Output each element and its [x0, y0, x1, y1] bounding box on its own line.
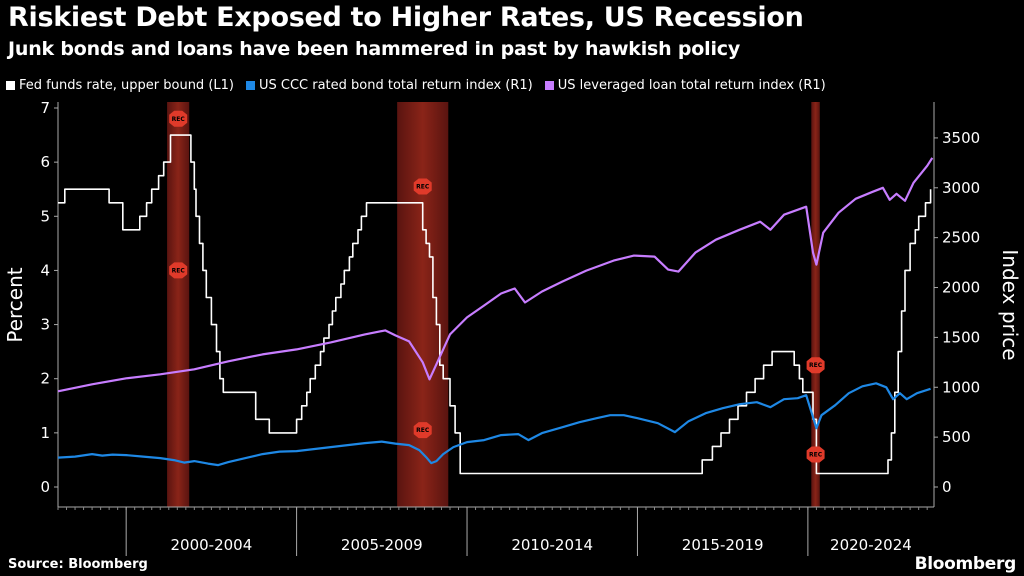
recession-band	[167, 102, 190, 507]
rec-marker-label: REC	[172, 267, 186, 274]
y-tick-label-right: 1500	[942, 328, 980, 346]
y-tick-label-left: 4	[40, 261, 50, 279]
rec-marker-label: REC	[809, 362, 823, 369]
y-axis-title-right: Index price	[998, 249, 1022, 360]
legend-item-fed-funds: Fed funds rate, upper bound (L1)	[6, 78, 234, 93]
rec-marker-shape	[413, 422, 432, 439]
x-category-label: 2015-2019	[682, 536, 764, 554]
rec-marker-shape	[169, 110, 188, 127]
chart-subtitle: Junk bonds and loans have been hammered …	[8, 38, 741, 60]
x-category-label: 2010-2014	[511, 536, 593, 554]
legend: Fed funds rate, upper bound (L1) US CCC …	[6, 78, 826, 93]
brand-logo: Bloomberg	[914, 554, 1017, 574]
y-tick-label-left: 7	[40, 99, 50, 117]
y-tick-label-left: 1	[40, 424, 50, 442]
series-line-0	[58, 134, 932, 475]
rec-marker-label: REC	[809, 452, 823, 459]
legend-item-leveraged-loan: US leveraged loan total return index (R1…	[544, 78, 826, 93]
axes: 0 1 2 3 4 5 6 7 0 500 1000 1500 2000 2500 3000 3500 2000…	[40, 99, 980, 556]
y-tick-label-right: 1000	[942, 378, 980, 396]
y-tick-label-left: 6	[40, 153, 50, 171]
y-tick-label-right: 500	[942, 428, 971, 446]
rec-marker-label: REC	[416, 427, 430, 434]
recession-markers: REC REC REC REC REC REC	[169, 110, 825, 463]
legend-swatch-ccc-bond	[245, 81, 255, 90]
source-note: Source: Bloomberg	[8, 557, 148, 572]
y-tick-label-left: 5	[40, 207, 50, 225]
y-axis-title-left: Percent	[3, 267, 27, 342]
legend-label-ccc-bond: US CCC rated bond total return index (R1…	[258, 78, 533, 93]
rec-marker: REC	[413, 422, 432, 439]
y-tick-label-left: 0	[40, 478, 50, 496]
recession-band	[811, 102, 820, 507]
rec-marker: REC	[806, 357, 825, 374]
y-tick-label-right: 3000	[942, 179, 980, 197]
y-tick-label-left: 2	[40, 370, 50, 388]
y-tick-label-left: 3	[40, 316, 50, 334]
rec-marker-shape	[806, 357, 825, 374]
rec-marker-shape	[169, 262, 188, 279]
chart-frame	[57, 102, 935, 508]
x-category-label: 2005-2009	[341, 536, 423, 554]
rec-marker: REC	[169, 262, 188, 279]
series-line-1	[57, 382, 931, 467]
rec-marker-label: REC	[416, 184, 430, 191]
legend-label-leveraged-loan: US leveraged loan total return index (R1…	[557, 78, 826, 93]
rec-marker-shape	[806, 446, 825, 463]
recession-band	[397, 102, 449, 507]
series-lines	[57, 134, 934, 475]
chart-title: Riskiest Debt Exposed to Higher Rates, U…	[8, 2, 804, 33]
y-tick-label-right: 0	[942, 478, 952, 496]
series-line-2	[57, 157, 934, 393]
legend-item-ccc-bond: US CCC rated bond total return index (R1…	[245, 78, 533, 93]
recession-bands	[167, 102, 820, 507]
y-tick-label-right: 3500	[942, 129, 980, 147]
y-tick-label-right: 2500	[942, 229, 980, 247]
rec-marker: REC	[413, 178, 432, 195]
rec-marker-shape	[413, 178, 432, 195]
rec-marker: REC	[169, 110, 188, 127]
legend-label-fed-funds: Fed funds rate, upper bound (L1)	[19, 78, 234, 93]
legend-swatch-fed-funds	[6, 81, 15, 90]
x-category-label: 2000-2004	[171, 536, 253, 554]
rec-marker-label: REC	[172, 116, 186, 123]
y-tick-label-right: 2000	[942, 279, 980, 297]
legend-swatch-leveraged-loan	[544, 81, 554, 90]
rec-marker: REC	[806, 446, 825, 463]
x-category-label: 2020-2024	[830, 536, 912, 554]
